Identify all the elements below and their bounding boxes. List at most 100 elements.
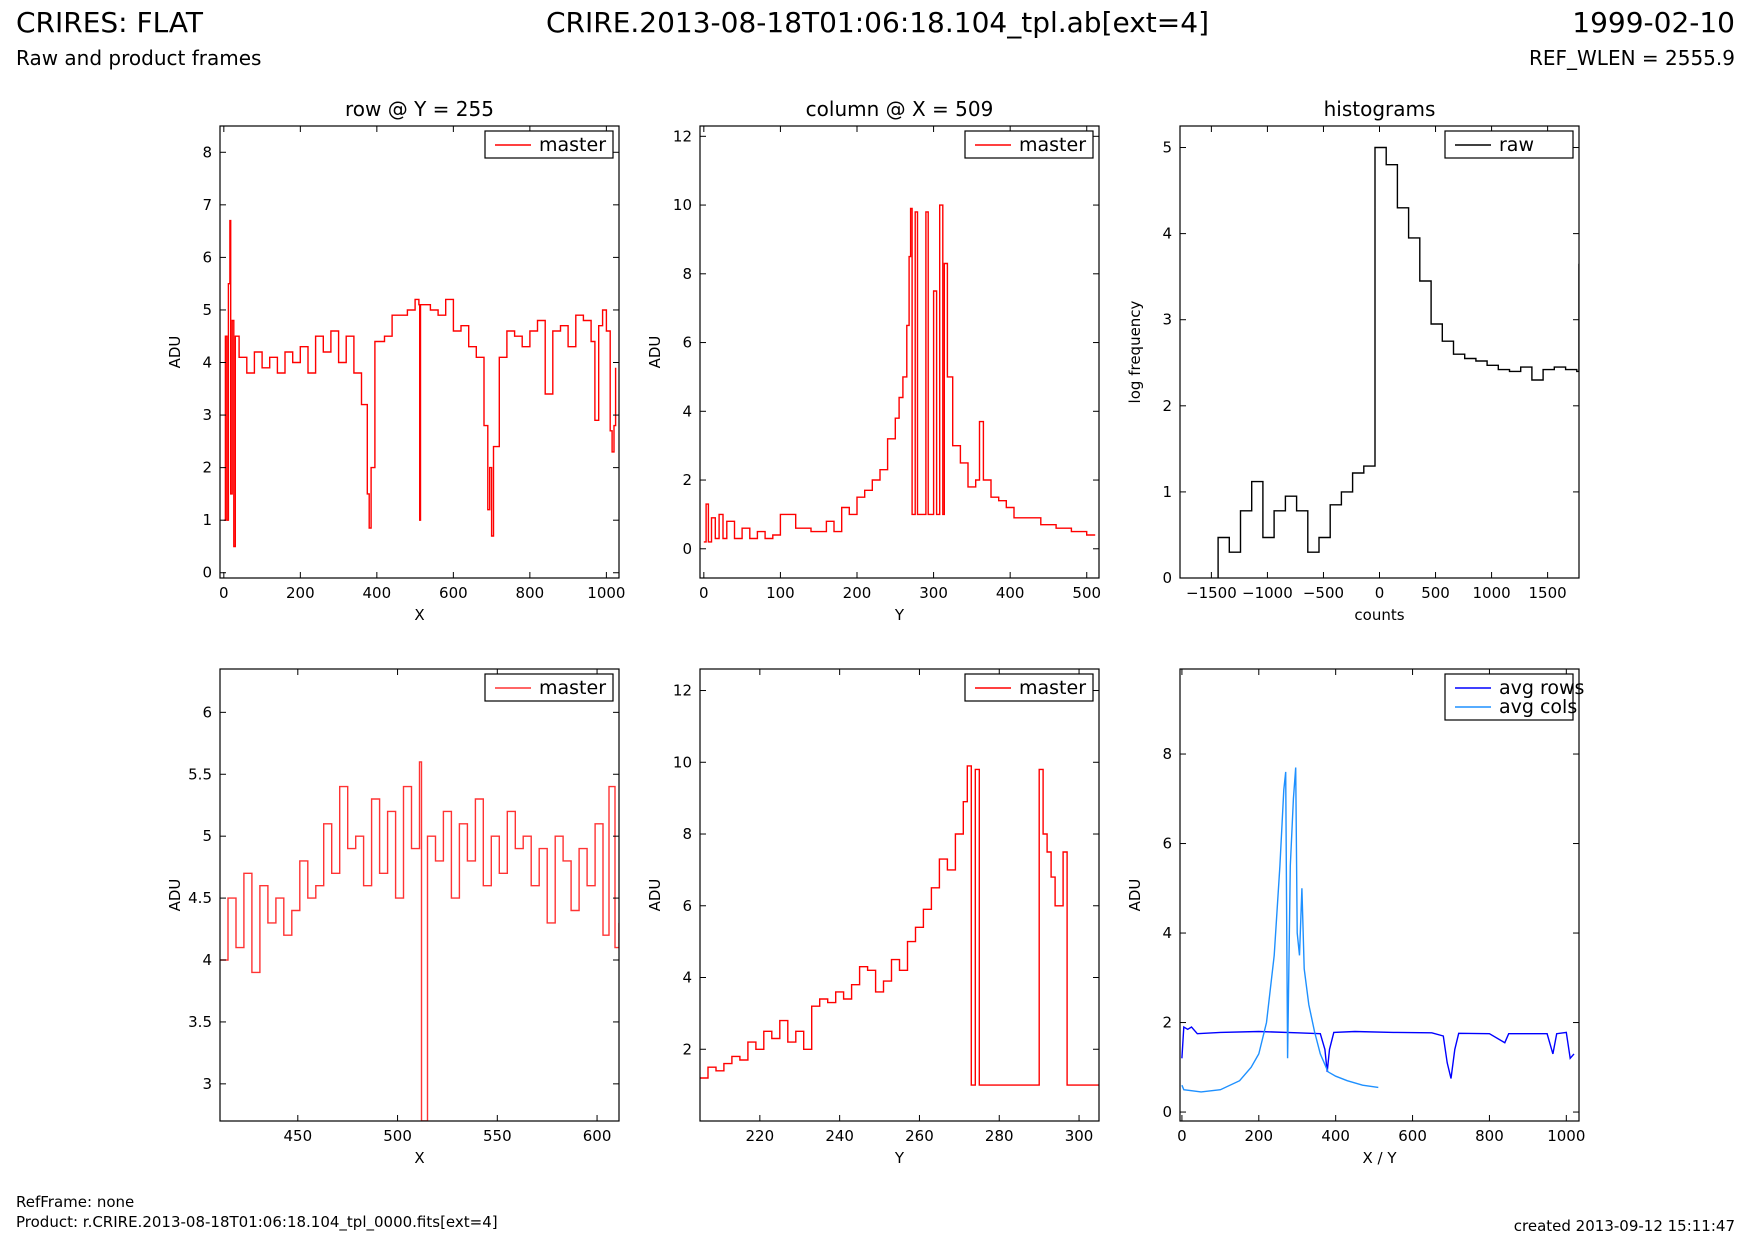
ytick-label-row-4: 4 [202,354,212,372]
file-title: CRIRE.2013-08-18T01:06:18.104_tpl.ab[ext… [545,6,1209,39]
xtick-label-row-3: 600 [439,584,468,602]
xlabel-zrow: X [414,1149,424,1167]
legend-hist: raw [1444,130,1574,159]
ylabel-row: ADU [166,336,184,369]
legend-label-row-0: master [539,134,606,156]
legend-box-avg [1444,673,1574,721]
chart-col: 0 100 200 300 400 500 0 2 4 6 8 10 12 column @ X = 50… [646,97,1101,624]
xtick-label-col-2: 200 [843,584,872,602]
plot-frame-row [219,125,620,579]
chart-zcol: 220 240 260 280 300 2 4 6 8 10 12 Y ADU master [646,668,1100,1167]
ytick-label-hist-3: 3 [1162,311,1172,329]
xtick-label-zcol-0: 220 [746,1127,775,1145]
ytick-label-hist-1: 1 [1162,483,1172,501]
ytick-label-zrow-3: 4.5 [188,889,212,907]
ytick-label-row-2: 2 [202,459,212,477]
ytick-label-row-1: 1 [202,511,212,529]
xtick-label-row-1: 200 [286,584,315,602]
plot-frame-zcol [699,668,1100,1122]
xlabel-col: Y [894,606,905,624]
series-avg-0 [1181,1025,1575,1079]
figure-subtitle: Raw and product frames [16,46,262,70]
ytick-label-zrow-6: 6 [202,703,212,721]
xtick-label-zcol-3: 280 [985,1127,1014,1145]
ytick-label-zcol-5: 12 [673,682,692,700]
legend-label-col-0: master [1019,134,1086,156]
xtick-label-avg-2: 400 [1321,1127,1350,1145]
xlabel-zcol: Y [894,1149,905,1167]
ytick-label-row-8: 8 [202,143,212,161]
chart-row: 0 200 400 600 800 1000 0 1 2 3 4 5 6 7 8 row @ Y = 255 X… [166,97,625,624]
ytick-label-zrow-1: 3.5 [188,1013,212,1031]
legend-col: master [964,130,1094,159]
xtick-label-zrow-1: 500 [383,1127,412,1145]
ytick-label-col-5: 10 [673,196,692,214]
ytick-label-row-0: 0 [202,564,212,582]
xtick-label-row-4: 800 [516,584,545,602]
xtick-label-hist-4: 500 [1421,584,1450,602]
xtick-label-hist-6: 1500 [1529,584,1567,602]
ytick-label-col-1: 2 [682,471,692,489]
xtick-label-col-1: 100 [766,584,795,602]
xlabel-row: X [414,606,424,624]
legend-label-zcol-0: master [1019,677,1086,699]
ytick-label-hist-5: 5 [1162,139,1172,157]
ytick-label-zrow-4: 5 [202,827,212,845]
product-label: Product: r.CRIRE.2013-08-18T01:06:18.104… [16,1213,498,1231]
chart-avg: 0 200 400 600 800 1000 0 2 4 6 8 X / Y ADU avg rowsav… [1126,668,1585,1167]
xtick-label-zcol-4: 300 [1065,1127,1094,1145]
ytick-label-row-5: 5 [202,301,212,319]
ytick-label-row-6: 6 [202,248,212,266]
xtick-label-row-2: 400 [363,584,392,602]
xtick-label-avg-3: 600 [1398,1127,1427,1145]
xtick-label-col-3: 300 [919,584,948,602]
ytick-label-avg-3: 6 [1162,835,1172,853]
xlabel-avg: X / Y [1362,1149,1397,1167]
xtick-label-zrow-2: 550 [483,1127,512,1145]
xtick-label-zrow-3: 600 [583,1127,612,1145]
ytick-label-col-6: 12 [673,127,692,145]
ytick-label-zrow-5: 5.5 [188,765,212,783]
xtick-label-hist-2: −500 [1303,584,1344,602]
xtick-label-col-4: 400 [996,584,1025,602]
date-label: 1999-02-10 [1572,6,1735,39]
ytick-label-avg-1: 2 [1162,1014,1172,1032]
ytick-label-col-2: 4 [682,402,692,420]
legend-label-avg-1: avg cols [1499,696,1577,718]
xtick-label-row-0: 0 [219,584,229,602]
ytick-label-avg-0: 0 [1162,1103,1172,1121]
xlabel-hist: counts [1354,606,1404,624]
chart-hist: −1500 −1000 −500 0 500 1000 1500 0 1 2 3 4 5 histogra… [1126,97,1580,624]
ytick-label-hist-4: 4 [1162,225,1172,243]
ylabel-col: ADU [646,336,664,369]
plot-frame-col [699,125,1100,579]
series-zcol-0 [700,765,1099,1086]
series-hist-0 [1217,146,1579,578]
series-row-0 [223,219,617,548]
plot-frame-avg [1179,668,1580,1122]
ytick-label-col-4: 8 [682,265,692,283]
legend-label-zrow-0: master [539,677,606,699]
created-label: created 2013-09-12 15:11:47 [1513,1217,1735,1235]
xtick-label-hist-0: −1500 [1186,584,1237,602]
chart-title-row: row @ Y = 255 [345,97,494,121]
ytick-label-zcol-2: 6 [682,897,692,915]
ylabel-zcol: ADU [646,879,664,912]
ytick-label-zcol-3: 8 [682,825,692,843]
ytick-label-zcol-4: 10 [673,753,692,771]
ytick-label-avg-2: 4 [1162,924,1172,942]
xtick-label-avg-5: 1000 [1547,1127,1585,1145]
xtick-label-avg-1: 200 [1244,1127,1273,1145]
ytick-label-row-7: 7 [202,196,212,214]
series-avg-1 [1181,767,1379,1093]
ytick-label-col-3: 6 [682,334,692,352]
xtick-label-hist-1: −1000 [1242,584,1293,602]
series-col-0 [703,204,1096,543]
legend-zrow: master [484,673,614,702]
xtick-label-col-0: 0 [699,584,709,602]
chart-zrow: 450 500 550 600 3 3.5 4 4.5 5 5.5 6 X ADU master [166,668,620,1167]
ylabel-zrow: ADU [166,879,184,912]
xtick-label-row-5: 1000 [587,584,625,602]
